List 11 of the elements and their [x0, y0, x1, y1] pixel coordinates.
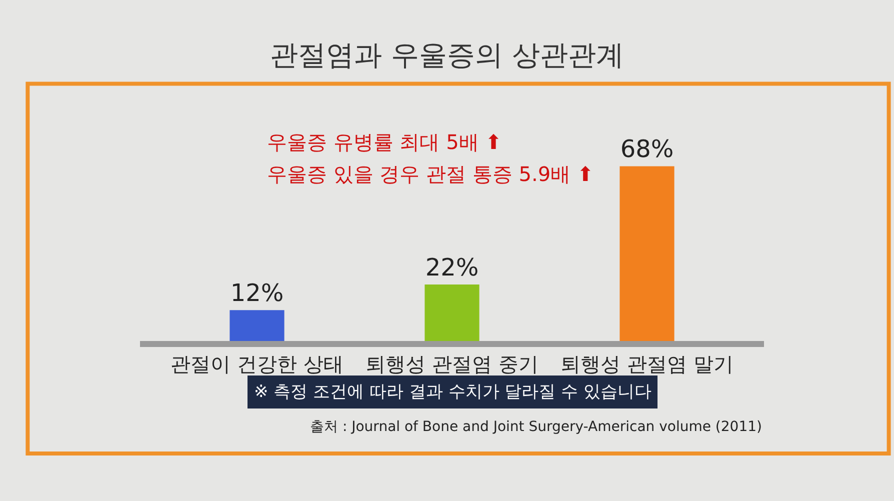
data-label: 12% [230, 279, 284, 308]
chart-title: 관절염과 우울증의 상관관계 [270, 38, 624, 72]
annotation: 우울증 있을 경우 관절 통증 5.9배 ⬆ [267, 162, 594, 186]
data-label: 68% [620, 135, 674, 164]
data-label: 22% [425, 253, 479, 282]
x-tick-label: 관절이 건강한 상태 [170, 352, 344, 376]
source-note: 출처 : Journal of Bone and Joint Surgery-American volume (2011) [310, 419, 762, 435]
x-tick-label: 퇴행성 관절염 중기 [366, 352, 538, 376]
text: 우울증 유병률 최대 5배 ⬆ [267, 130, 502, 154]
x-tick-label: 퇴행성 관절염 말기 [560, 352, 734, 376]
text: ※ 측정 조건에 따라 결과 수치가 달라질 수 있습니다 [254, 382, 652, 402]
